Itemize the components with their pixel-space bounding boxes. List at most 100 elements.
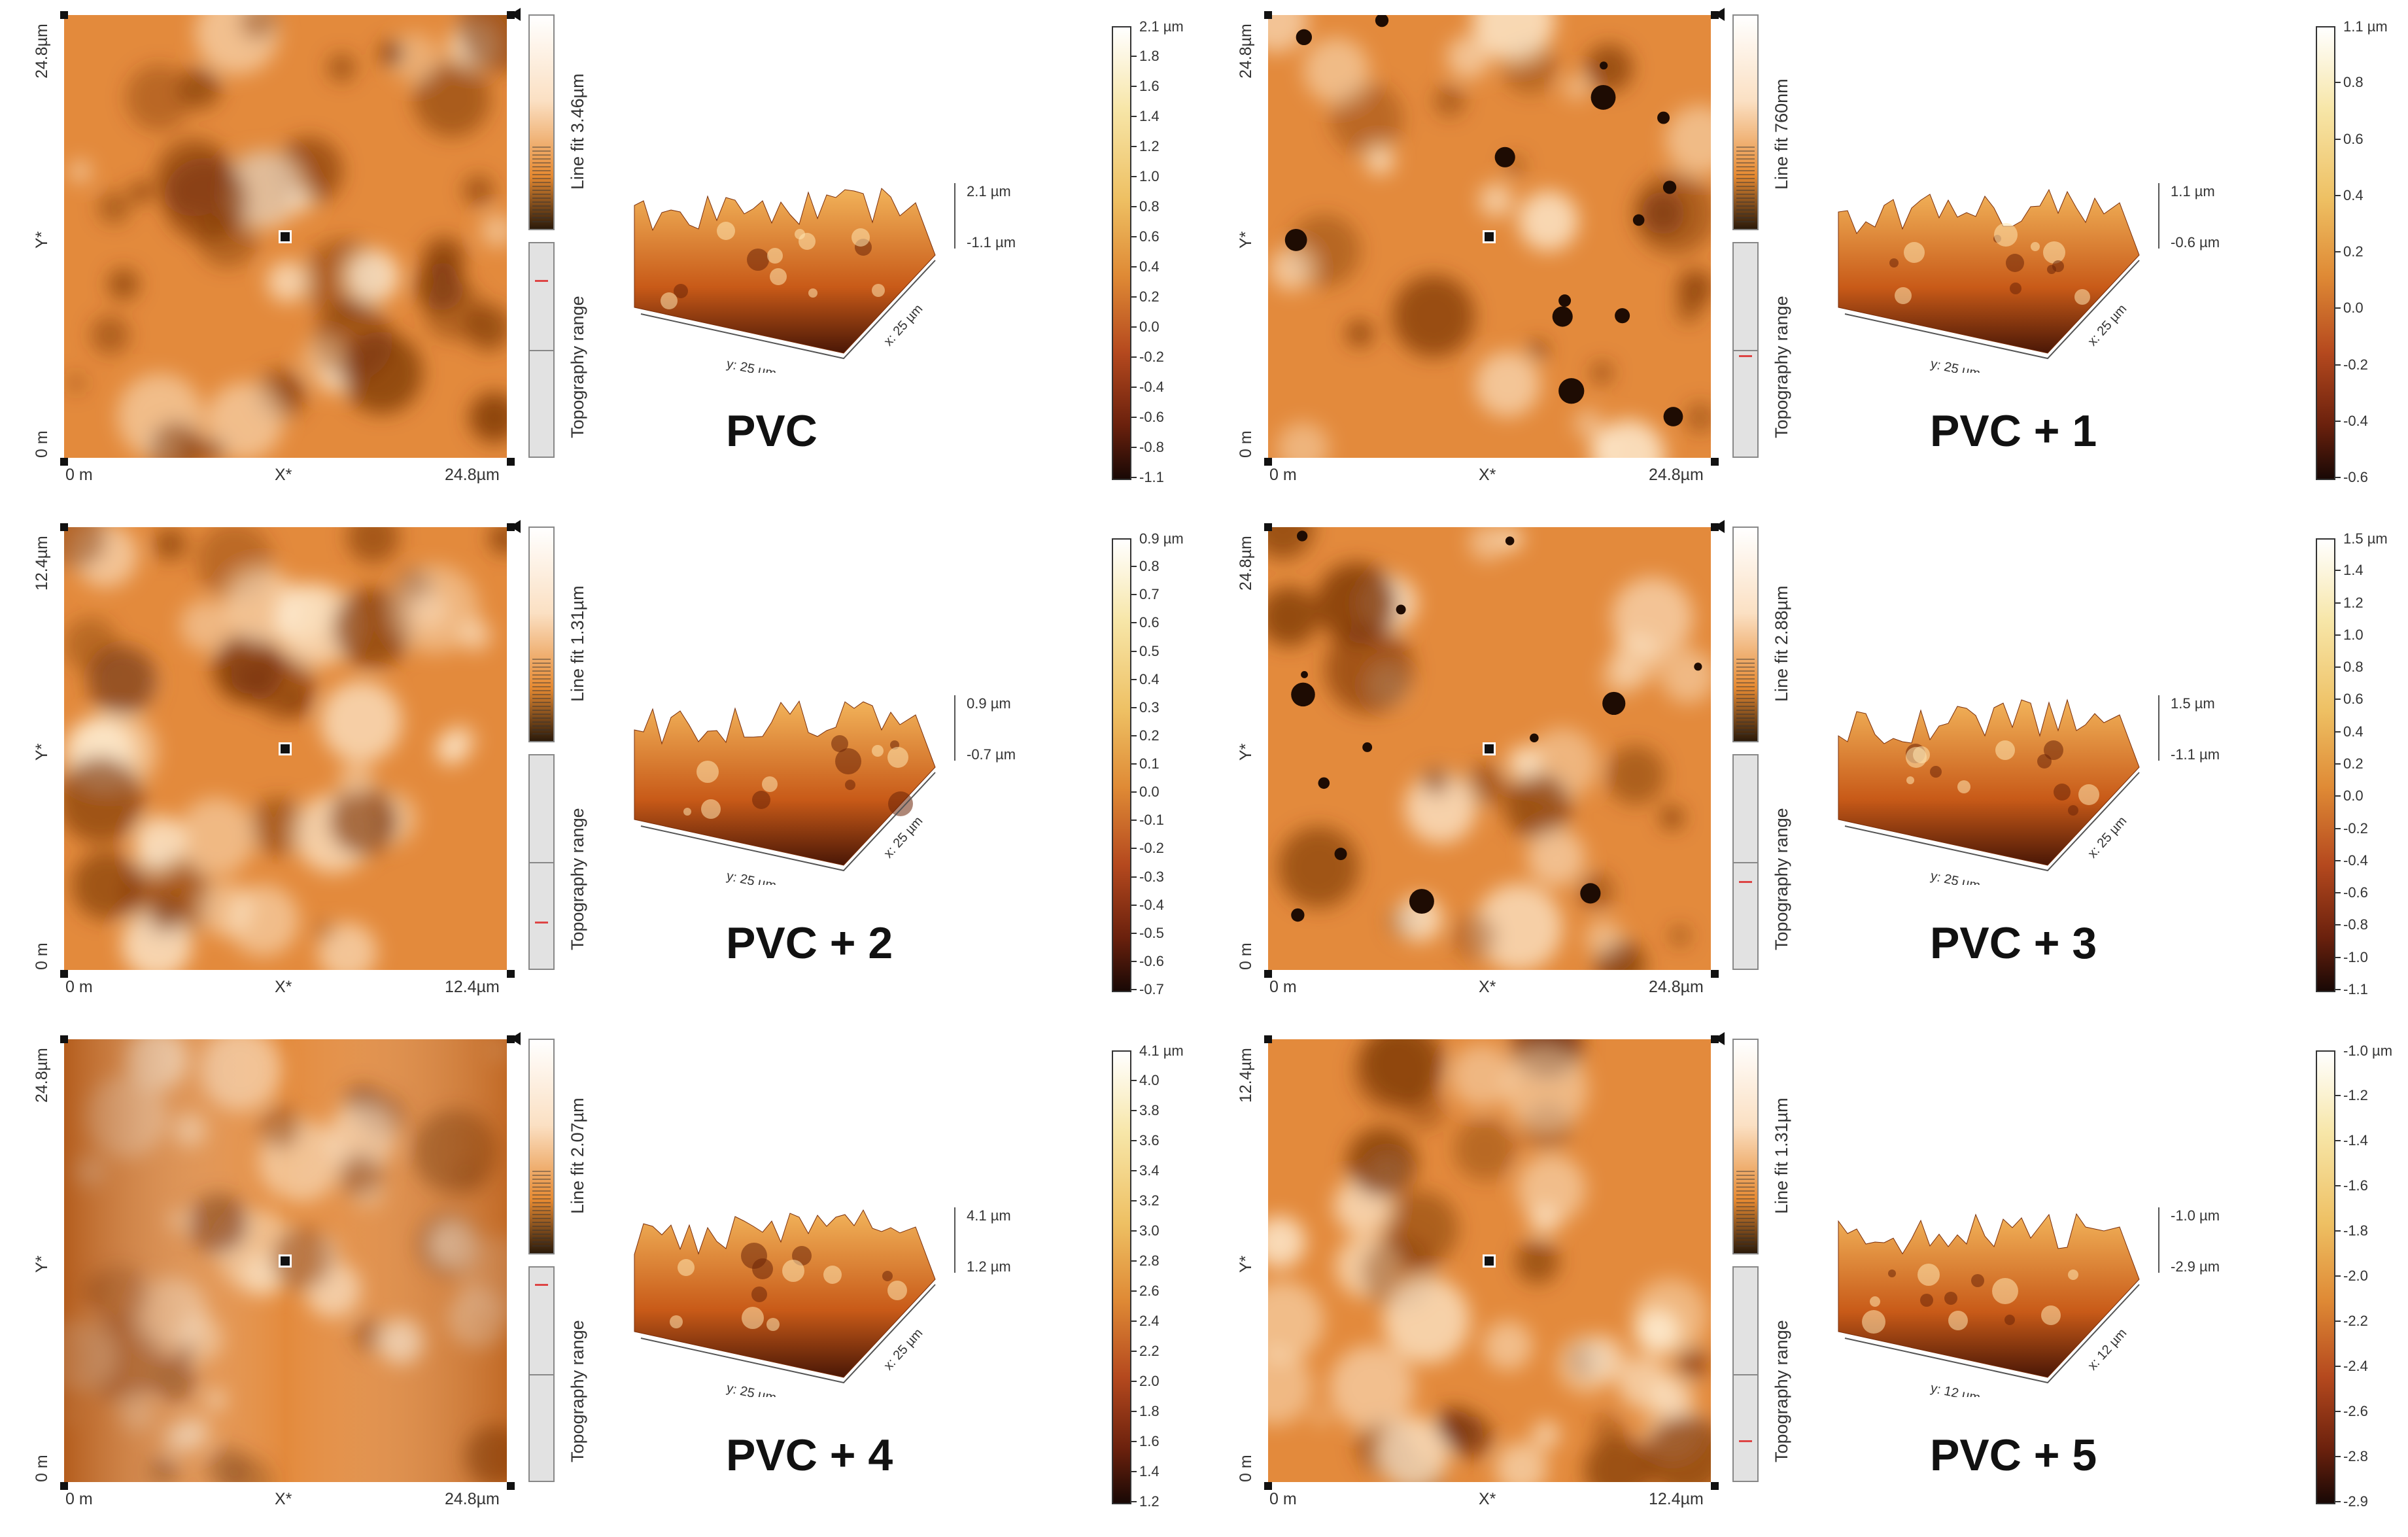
color-scale-tick xyxy=(1130,763,1137,765)
topography-range-label: Topography range xyxy=(568,296,587,438)
frame-corner xyxy=(1264,970,1272,978)
color-scale-tick xyxy=(2334,795,2341,797)
color-scale-tick xyxy=(2334,1095,2341,1096)
color-scale-tick-label: 3.2 xyxy=(1139,1192,1160,1209)
topography-range-label: Topography range xyxy=(568,808,587,950)
scan-direction-icon xyxy=(1714,520,1725,533)
y-axis-min-label: 0 m xyxy=(1237,430,1255,458)
z-low-label: -1.1 µm xyxy=(2171,746,2220,763)
scan-direction-icon xyxy=(510,8,521,21)
color-scale-tick-label: -0.6 xyxy=(1139,952,1164,969)
color-scale-tick-label: 0.4 xyxy=(2343,723,2364,740)
color-scale-tick xyxy=(2334,924,2341,926)
color-scale-tick-label: 0.8 xyxy=(1139,198,1160,215)
color-scale-tick xyxy=(1130,266,1137,268)
color-scale-tick xyxy=(1130,1230,1137,1232)
topography-range-bar xyxy=(528,754,555,970)
frame-corner xyxy=(1264,11,1272,19)
color-scale-tick xyxy=(1130,706,1137,708)
frame-corner xyxy=(60,458,68,466)
center-marker xyxy=(1483,1254,1496,1268)
color-scale-tick-label: 0.0 xyxy=(1139,319,1160,335)
color-scale-tick-label: -1.2 xyxy=(2343,1087,2368,1103)
color-scale-tick-label: 0.6 xyxy=(1139,228,1160,245)
color-scale-tick xyxy=(2334,1185,2341,1186)
color-scale-tick xyxy=(1130,86,1137,87)
color-scale-tick-label: -0.4 xyxy=(2343,412,2368,429)
frame-corner xyxy=(60,970,68,978)
color-scale-tick-label: -0.5 xyxy=(1139,924,1164,941)
color-scale-tick xyxy=(1130,56,1137,57)
z-low-label: -1.1 µm xyxy=(967,234,1016,250)
color-scale-tick-label: -1.8 xyxy=(2343,1222,2368,1239)
color-scale-tick xyxy=(2334,1411,2341,1412)
z-high-label: 2.1 µm xyxy=(967,183,1011,199)
color-scale-tick xyxy=(2334,989,2341,990)
x-axis-label: X* xyxy=(275,978,292,996)
color-scale-tick-label: -0.8 xyxy=(1139,439,1164,455)
color-scale-tick-label: 0.2 xyxy=(1139,288,1160,305)
y-axis-max-label: 24.8µm xyxy=(33,24,51,78)
color-scale-tick-label: 1.2 xyxy=(2343,594,2364,611)
color-scale-tick-label: 0.8 xyxy=(1139,558,1160,575)
color-scale-max-label: -1.0 µm xyxy=(2343,1043,2393,1059)
color-scale-tick-label: -0.6 xyxy=(2343,884,2368,901)
color-scale-tick-label: -0.2 xyxy=(2343,820,2368,837)
color-scale-tick xyxy=(2334,1140,2341,1141)
range-indicator xyxy=(535,1283,548,1286)
color-scale-tick-label: 0.4 xyxy=(2343,186,2364,203)
color-scale-tick xyxy=(1130,417,1137,418)
color-scale-tick-label: 2.2 xyxy=(1139,1343,1160,1359)
color-scale-tick-label: 0.5 xyxy=(1139,642,1160,659)
topography-range-bar xyxy=(1732,242,1759,458)
color-scale-tick xyxy=(2334,570,2341,572)
color-scale-tick-label: -1.4 xyxy=(2343,1132,2368,1148)
color-scale-tick-label: -2.0 xyxy=(2343,1268,2368,1284)
color-scale-tick xyxy=(2334,731,2341,733)
color-scale-tick xyxy=(1130,116,1137,117)
color-scale-tick xyxy=(1130,1321,1137,1322)
color-scale-tick-label: 0.0 xyxy=(1139,784,1160,801)
frame-corner xyxy=(1711,970,1719,978)
surface-x-label: x: 25 µm xyxy=(2085,814,2129,861)
surface-x-label: x: 25 µm xyxy=(881,1326,925,1373)
color-scale-tick xyxy=(2334,307,2341,309)
color-scale-tick-label: 2.0 xyxy=(1139,1373,1160,1389)
color-scale-tick xyxy=(1130,1110,1137,1111)
z-low-label: 1.2 µm xyxy=(967,1258,1011,1275)
color-scale-max-label: 1.5 µm xyxy=(2343,530,2388,547)
color-scale-tick-label: 3.8 xyxy=(1139,1102,1160,1118)
line-fit-label: Line fit 2.07µm xyxy=(568,1097,587,1214)
color-scale-tick xyxy=(1130,146,1137,147)
color-scale-tick-label: 1.2 xyxy=(1139,1493,1160,1510)
color-scale-tick xyxy=(1130,848,1137,850)
sample-title: PVC + 2 xyxy=(726,918,893,968)
color-scale-tick-label: -0.6 xyxy=(1139,409,1164,425)
y-axis-min-label: 0 m xyxy=(33,430,51,458)
color-scale-tick xyxy=(2334,1456,2341,1457)
surface-y-label: y: 25 µm xyxy=(725,356,778,373)
color-scale-tick-label: -2.4 xyxy=(2343,1358,2368,1374)
color-scale-tick xyxy=(1130,1381,1137,1382)
surface-y-label: y: 25 µm xyxy=(1929,356,1982,373)
color-scale-tick xyxy=(1130,989,1137,990)
color-scale-bar xyxy=(1112,26,1131,480)
color-scale-tick-label: 0.6 xyxy=(2343,691,2364,708)
color-scale-tick xyxy=(2334,666,2341,668)
color-scale-tick xyxy=(1130,356,1137,358)
color-scale-tick-label: -2.9 xyxy=(2343,1493,2368,1510)
surface-3d-view: y: 25 µm x: 25 µm xyxy=(628,157,968,373)
x-axis-max-label: 12.4µm xyxy=(445,978,500,996)
line-fit-label: Line fit 2.88µm xyxy=(1772,585,1791,702)
color-scale-max-label: 1.1 µm xyxy=(2343,18,2388,35)
z-high-label: 0.9 µm xyxy=(967,695,1011,712)
color-scale-tick xyxy=(1130,1441,1137,1442)
color-scale-tick xyxy=(1130,960,1137,962)
panel-pvc-2: 12.4µm Y* 0 m 0 m X* 12.4µm Line fit 1.31µm Top… xyxy=(0,512,1204,1024)
color-scale-tick-label: -1.0 xyxy=(2343,948,2368,965)
color-scale-tick xyxy=(1130,876,1137,878)
surface-y-label: y: 25 µm xyxy=(1929,869,1982,885)
x-axis-label: X* xyxy=(1479,1490,1496,1508)
x-axis-max-label: 24.8µm xyxy=(1649,466,1704,484)
color-scale-tick xyxy=(1130,447,1137,448)
